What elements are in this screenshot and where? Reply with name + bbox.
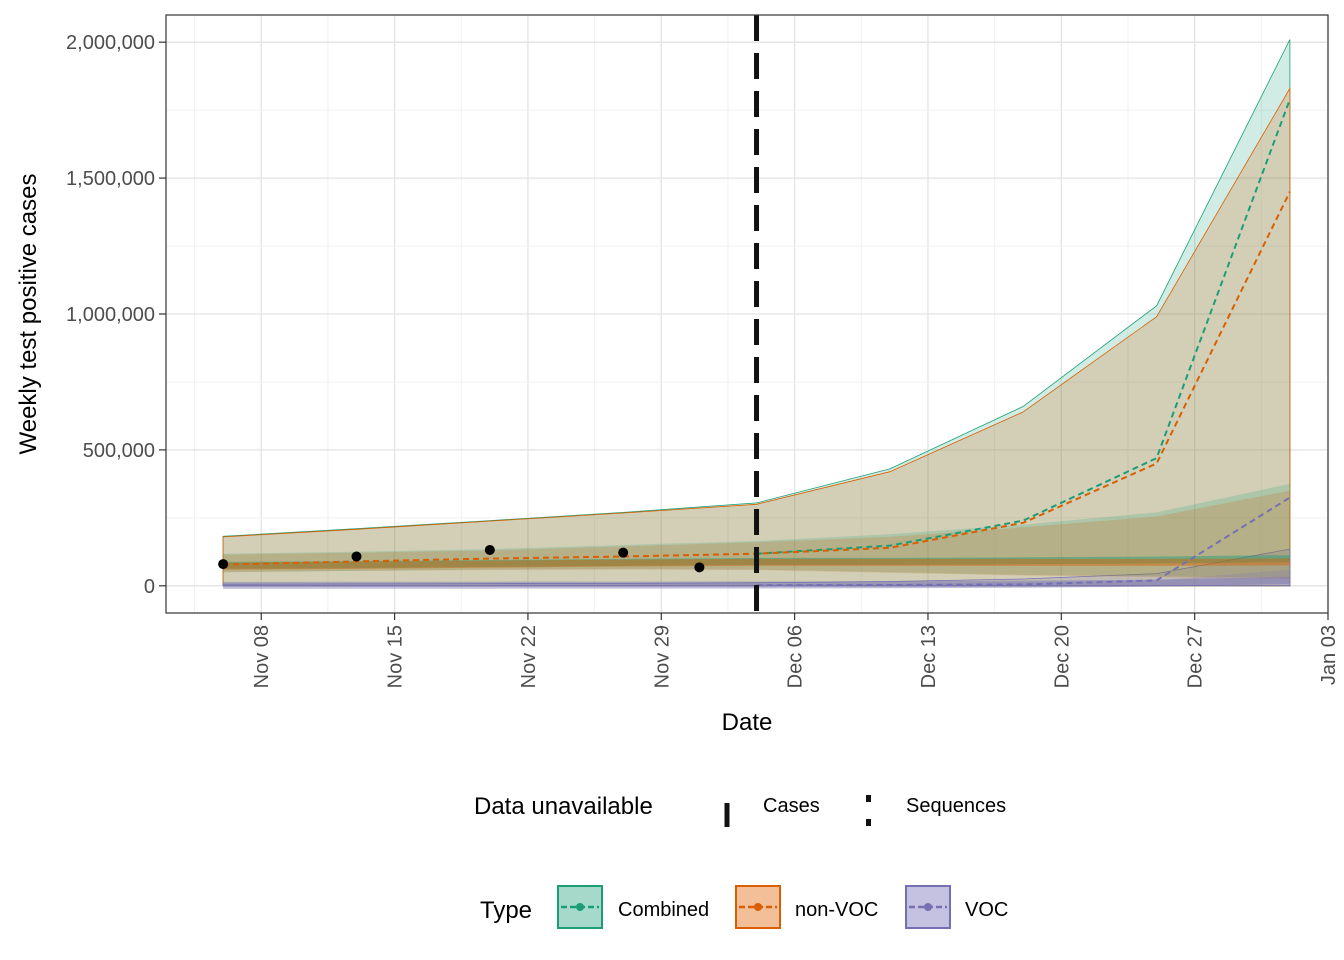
legend-non-voc-label: non-VOC [795, 899, 878, 921]
x-tick-label: Nov 15 [385, 625, 407, 688]
y-tick-label: 1,000,000 [66, 304, 155, 326]
legend-unavailable-title: Data unavailable [474, 793, 653, 820]
legend-type: Type Combined non-VOC VOC [480, 885, 1008, 929]
legend-voc-label: VOC [965, 899, 1008, 921]
y-tick-label: 0 [144, 576, 155, 598]
point-layer [218, 544, 705, 573]
observed-case-point [618, 547, 629, 558]
observed-case-point [218, 559, 229, 570]
y-tick-label: 1,500,000 [66, 168, 155, 190]
ribbon-inner-voc [223, 569, 1290, 586]
projection-line-combined [756, 98, 1291, 555]
y-tick-label: 2,000,000 [66, 32, 155, 54]
legend-cases-label: Cases [763, 795, 820, 817]
x-tick-label: Jan 03 [1318, 625, 1340, 685]
legend-key-combined [557, 885, 603, 929]
legend-combined-label: Combined [618, 899, 709, 921]
ribbon-inner-non-voc [223, 490, 1290, 579]
y-axis-label: Weekly test positive cases [15, 173, 42, 454]
y-axis: 0 500,000 1,000,000 1,500,000 2,000,000 [66, 32, 166, 598]
projection-line-voc [756, 496, 1291, 587]
legend-key-voc [905, 885, 951, 929]
x-axis: Nov 08 Nov 15 Nov 22 Nov 29 Dec 06 Dec 13 Dec … [251, 613, 1340, 688]
x-tick-label: Nov 29 [651, 625, 673, 688]
x-tick-label: Nov 08 [251, 625, 273, 688]
legend-key-non-voc [735, 885, 781, 929]
x-tick-label: Nov 22 [518, 625, 540, 688]
observed-case-point [484, 544, 495, 555]
x-tick-label: Dec 27 [1185, 625, 1207, 688]
x-tick-label: Dec 13 [918, 625, 940, 688]
legend-type-title: Type [480, 897, 532, 924]
legend-sequences-label: Sequences [906, 795, 1006, 817]
ribbon-outer-voc [222, 548, 1291, 587]
ribbon-layer [222, 39, 1291, 587]
legend-data-unavailable: Data unavailable Cases Sequences [474, 793, 1006, 827]
x-tick-label: Dec 06 [785, 625, 807, 688]
y-tick-label: 500,000 [83, 440, 155, 462]
legend-sequences-key-dot-1 [866, 795, 871, 802]
observed-case-point [351, 551, 362, 562]
observed-case-point [694, 562, 705, 573]
legend-sequences-key-dot-2 [866, 819, 871, 826]
x-tick-label: Dec 20 [1051, 625, 1073, 688]
x-axis-label: Date [722, 709, 773, 736]
